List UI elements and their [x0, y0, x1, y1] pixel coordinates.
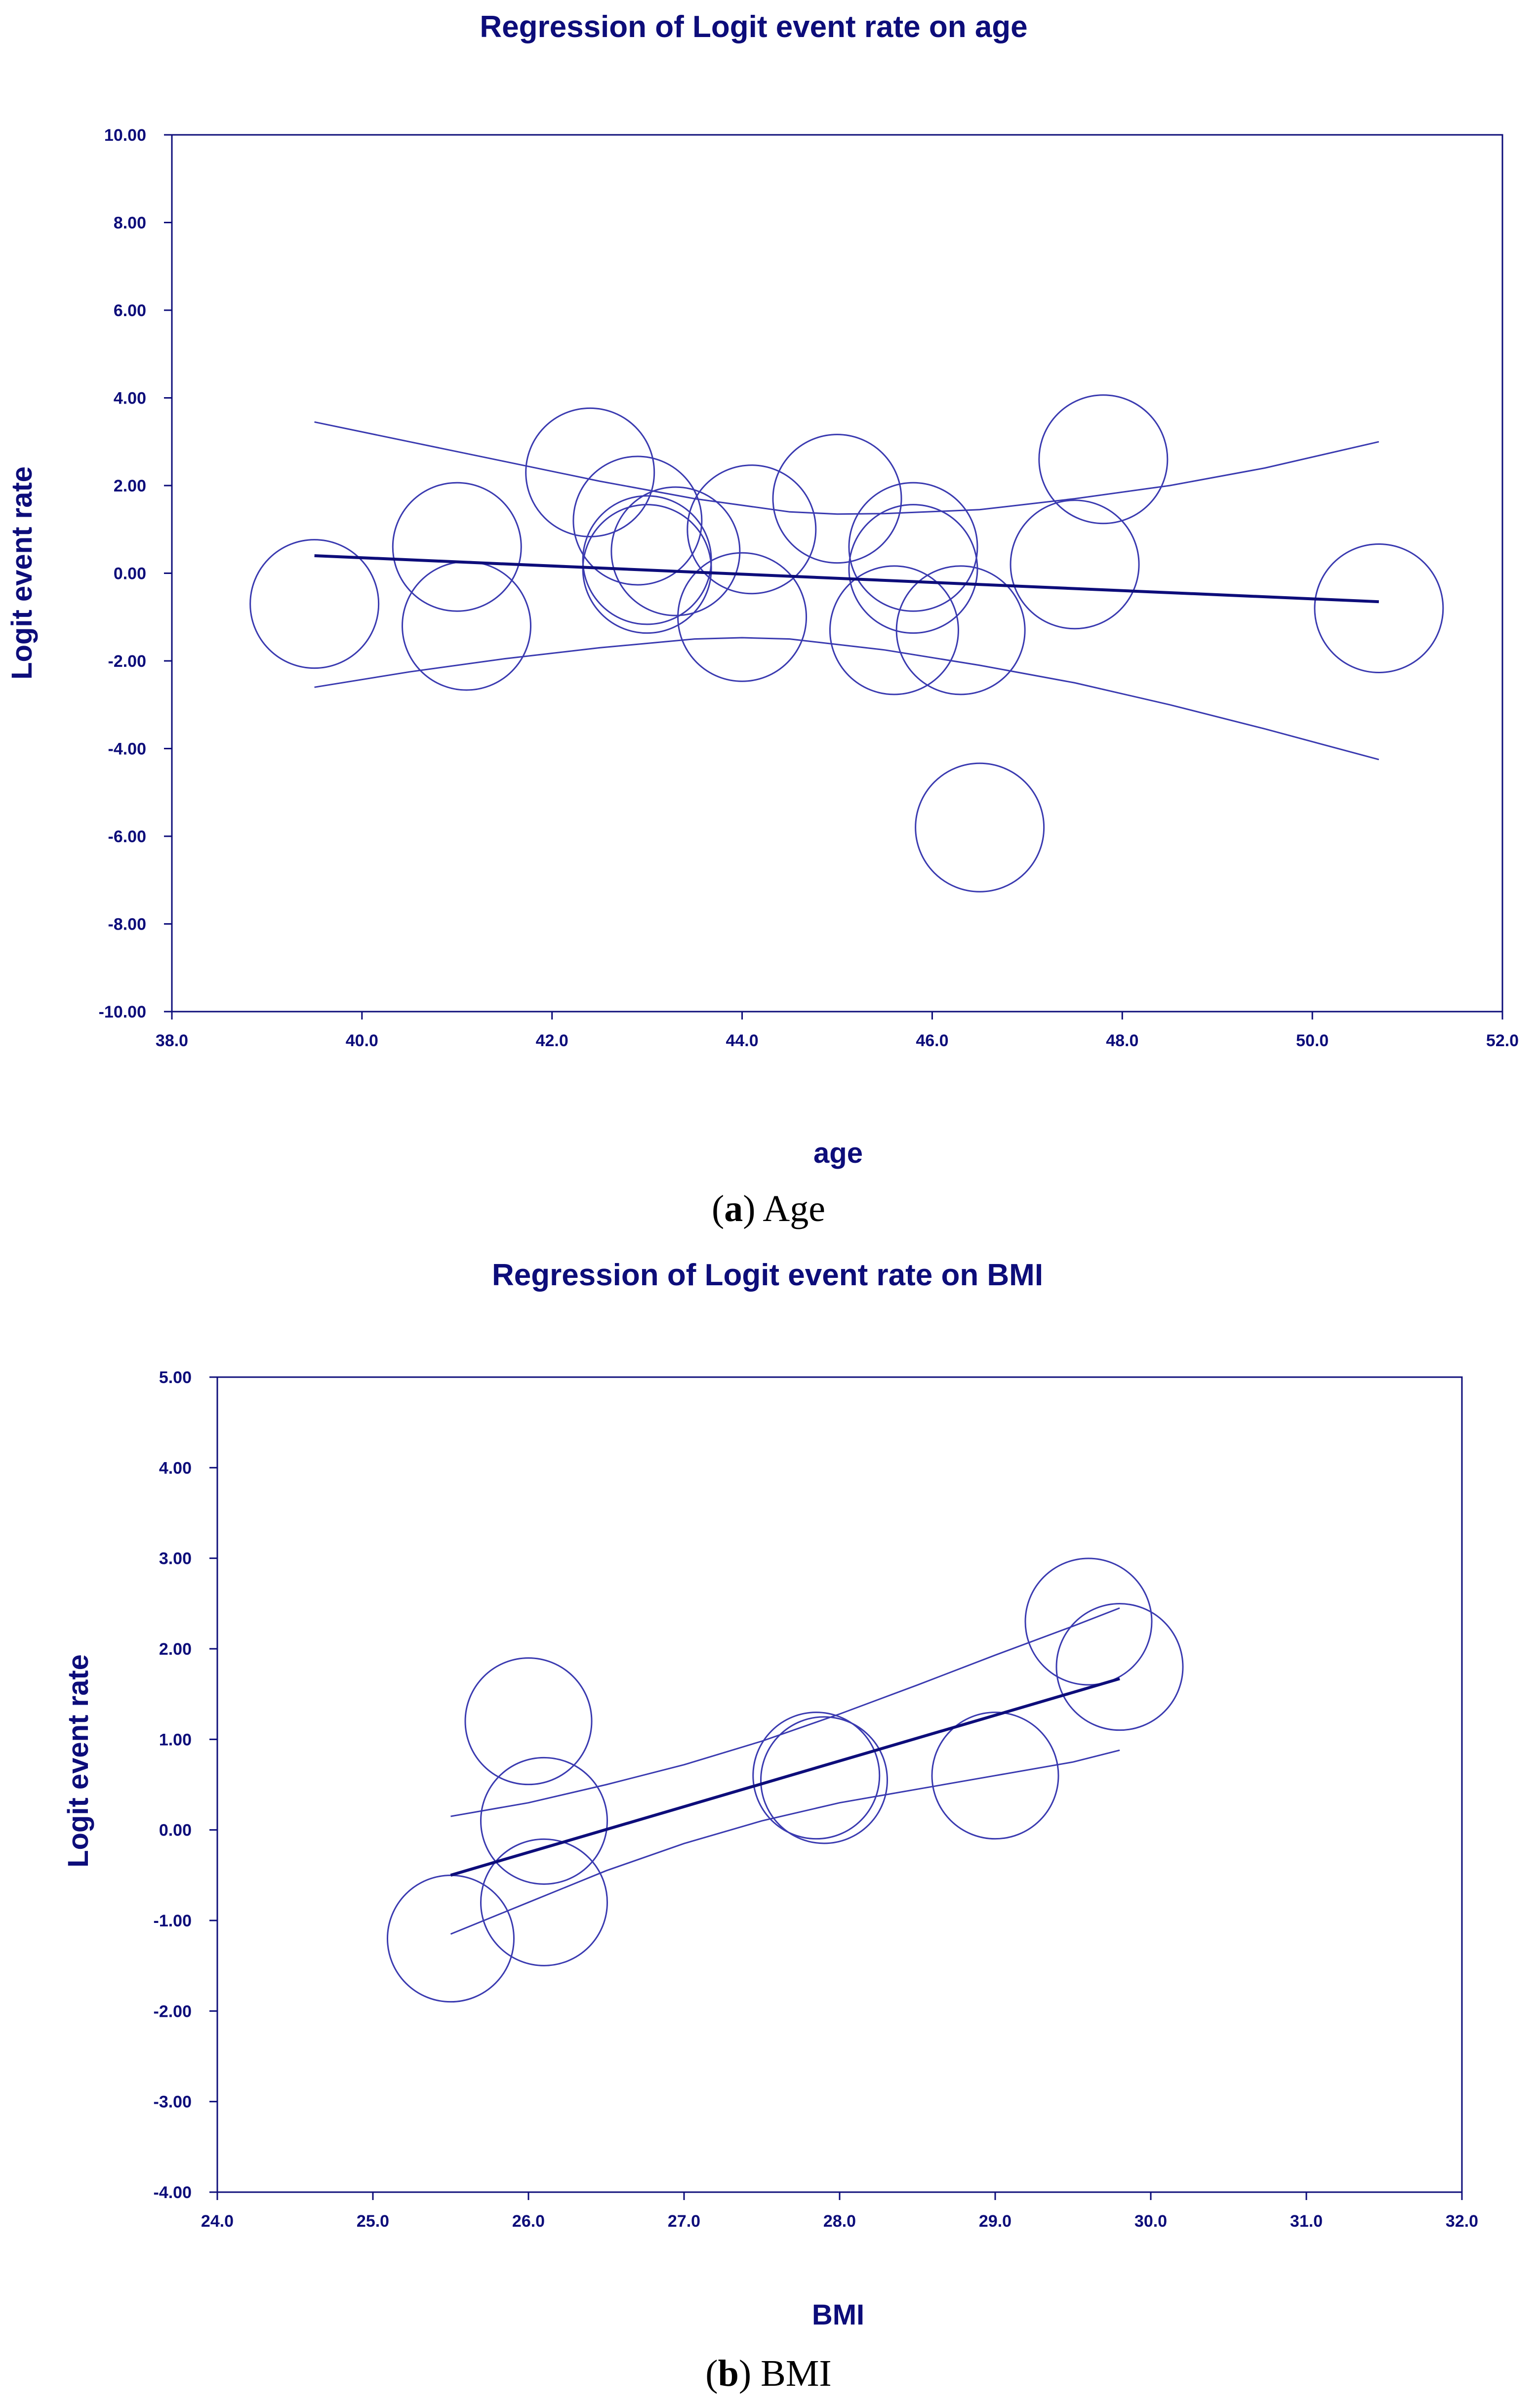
x-tick-label: 25.0 — [357, 2212, 389, 2231]
study-bubble — [387, 1875, 515, 2003]
bubbles — [249, 394, 1444, 893]
ci-upper-line — [314, 421, 1379, 515]
study-bubble — [1024, 1557, 1153, 1686]
chart-bmi: Regression of Logit event rate on BMI 5.… — [62, 1258, 1478, 2331]
study-bubble — [687, 464, 817, 595]
bubbles — [387, 1557, 1184, 2003]
study-bubble — [525, 407, 655, 537]
study-bubble — [464, 1657, 593, 1786]
x-axis-label: age — [813, 1137, 863, 1169]
y-tick-label: 1.00 — [159, 1730, 192, 1749]
y-tick-label: -3.00 — [154, 2093, 192, 2112]
ci-lower-curve — [450, 1749, 1120, 1935]
study-bubble — [610, 486, 741, 616]
x-tick-label: 32.0 — [1446, 2212, 1478, 2231]
y-tick-label: 10.00 — [104, 126, 146, 145]
study-bubble — [848, 482, 978, 612]
x-tick-label: 48.0 — [1106, 1031, 1138, 1050]
x-tick-label: 42.0 — [536, 1031, 568, 1050]
x-tick-label: 28.0 — [823, 2212, 856, 2231]
study-bubble — [760, 1716, 888, 1844]
regression-fit-line — [314, 554, 1379, 604]
ci-upper-curve — [314, 421, 1379, 515]
study-bubble — [392, 482, 522, 612]
y-tick-label: 4.00 — [159, 1459, 192, 1477]
study-bubble — [402, 561, 532, 691]
y-tick-label: -2.00 — [154, 2002, 192, 2021]
study-bubble — [915, 762, 1045, 893]
regression-line — [450, 1677, 1120, 1877]
study-bubble — [931, 1712, 1059, 1840]
study-bubble — [1010, 499, 1140, 630]
regression-line — [314, 554, 1379, 604]
study-bubble — [677, 552, 808, 682]
study-bubble — [1038, 394, 1169, 525]
y-tick-label: 6.00 — [114, 301, 146, 320]
x-tick-label: 38.0 — [156, 1031, 188, 1050]
study-bubble — [572, 455, 703, 586]
study-bubble — [582, 495, 712, 625]
x-tick-label: 31.0 — [1290, 2212, 1323, 2231]
y-tick-label: -4.00 — [108, 740, 147, 759]
x-tick-label: 50.0 — [1296, 1031, 1329, 1050]
y-tick-label: 4.00 — [114, 389, 146, 408]
y-tick-label: 5.00 — [159, 1368, 192, 1387]
y-tick-label: 2.00 — [114, 477, 146, 495]
x-tick-label: 27.0 — [668, 2212, 700, 2231]
study-bubble — [480, 1756, 608, 1885]
y-tick-label: -6.00 — [108, 827, 147, 846]
study-bubble — [772, 434, 902, 564]
regression-fit-line — [450, 1677, 1120, 1877]
y-tick-label: 2.00 — [159, 1640, 192, 1659]
ci-lower-line — [314, 637, 1379, 761]
plot-frame — [216, 1376, 1463, 2193]
chart-title: Regression of Logit event rate on age — [480, 10, 1027, 44]
study-bubble — [829, 565, 959, 695]
y-tick-label: -1.00 — [154, 1912, 192, 1930]
study-bubble — [1314, 543, 1444, 673]
y-tick-label: 8.00 — [114, 214, 146, 233]
x-tick-label: 40.0 — [346, 1031, 378, 1050]
x-tick-label: 26.0 — [512, 2212, 545, 2231]
ci-lower-line — [450, 1749, 1120, 1935]
x-tick-label: 24.0 — [201, 2212, 234, 2231]
y-tick-label: -10.00 — [99, 1003, 146, 1021]
x-axis: 38.0 40.0 42.0 44.0 46.0 48.0 50.0 52.0 — [156, 1012, 1519, 1050]
x-tick-label: 52.0 — [1486, 1031, 1519, 1050]
y-tick-label: 0.00 — [114, 565, 146, 583]
study-bubble — [752, 1712, 881, 1840]
caption-b: (b) BMI — [705, 2353, 831, 2394]
chart-title: Regression of Logit event rate on BMI — [492, 1258, 1043, 1292]
x-axis-label: BMI — [812, 2299, 864, 2331]
study-bubble — [895, 565, 1026, 695]
ci-lower-curve — [314, 637, 1379, 761]
y-tick-label: 0.00 — [159, 1821, 192, 1840]
ci-upper-line — [450, 1607, 1120, 1817]
y-tick-label: -4.00 — [154, 2183, 192, 2202]
x-tick-label: 29.0 — [979, 2212, 1011, 2231]
y-tick-label: 3.00 — [159, 1550, 192, 1568]
study-bubble — [480, 1838, 608, 1966]
x-tick-label: 44.0 — [726, 1031, 758, 1050]
x-axis: 24.0 25.0 26.0 27.0 28.0 29.0 30.0 31.0 32.0 — [201, 2192, 1478, 2231]
study-bubble — [249, 539, 380, 669]
y-axis: 5.00 4.00 3.00 2.00 1.00 0.00 -1.00 -2.00 -3.00 -… — [154, 1368, 217, 2202]
x-tick-label: 46.0 — [916, 1031, 948, 1050]
y-tick-label: -8.00 — [108, 915, 147, 934]
x-tick-label: 30.0 — [1134, 2212, 1167, 2231]
y-axis-label: Logit event rate — [6, 466, 38, 680]
y-axis-label: Logit event rate — [62, 1654, 94, 1868]
caption-a: (a) Age — [712, 1188, 825, 1229]
ci-upper-curve — [450, 1607, 1120, 1817]
chart-age: Regression of Logit event rate on age 10… — [6, 10, 1519, 1169]
y-axis: 10.00 8.00 6.00 4.00 2.00 0.00 -2.00 -4.00 -6.00… — [99, 126, 172, 1021]
y-tick-label: -2.00 — [108, 652, 147, 671]
study-bubble — [1055, 1603, 1184, 1731]
